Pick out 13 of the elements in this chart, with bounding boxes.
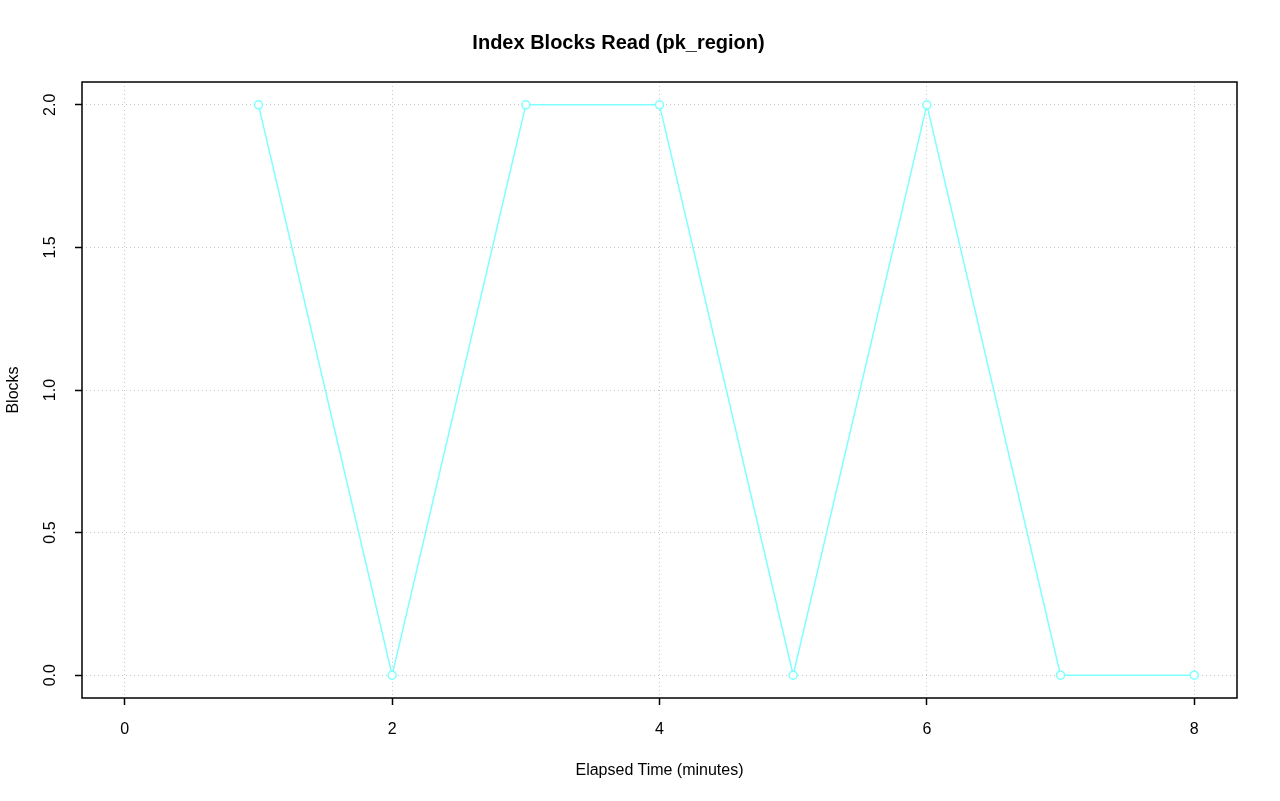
y-tick-label: 1.0 (41, 378, 59, 402)
x-tick-label: 4 (655, 720, 665, 738)
x-tick-label: 2 (387, 720, 397, 738)
x-tick-label: 8 (1189, 720, 1199, 738)
x-tick-label: 0 (120, 720, 130, 738)
x-axis-title: Elapsed Time (minutes) (575, 760, 744, 778)
y-tick-label: 1.5 (41, 236, 59, 259)
y-tick-label: 2.0 (41, 93, 59, 116)
y-axis-title: Blocks (4, 366, 22, 414)
x-tick-label: 6 (922, 720, 932, 738)
chart-title: Index Blocks Read (pk_region) (472, 30, 765, 53)
y-tick-label: 0.0 (41, 663, 59, 687)
y-tick-label: 0.5 (41, 521, 59, 544)
